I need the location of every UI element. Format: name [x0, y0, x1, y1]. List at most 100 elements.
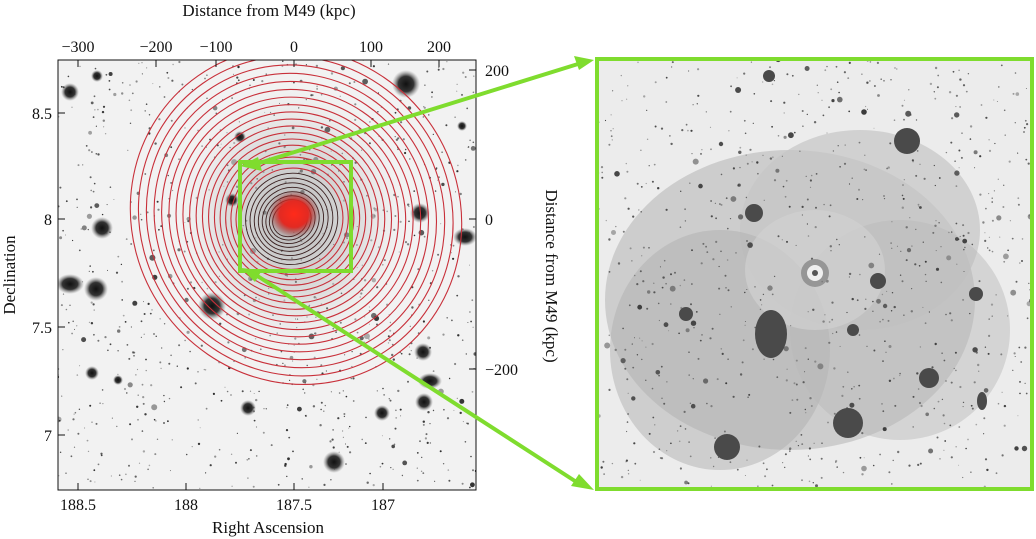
- faint-star: [363, 333, 370, 340]
- faint-star: [345, 395, 348, 398]
- faint-star: [220, 399, 223, 402]
- faint-star: [894, 404, 897, 407]
- faint-star: [767, 285, 773, 291]
- faint-star: [977, 363, 980, 367]
- faint-star: [186, 330, 190, 334]
- faint-star: [337, 417, 340, 420]
- faint-star: [928, 311, 931, 313]
- faint-star: [212, 392, 215, 395]
- faint-star: [423, 235, 426, 238]
- faint-star: [304, 415, 307, 417]
- faint-star: [949, 312, 952, 315]
- faint-star: [624, 367, 627, 370]
- faint-star: [140, 213, 142, 215]
- faint-star: [730, 196, 737, 202]
- faint-star: [732, 395, 735, 398]
- faint-star: [413, 190, 416, 192]
- faint-star: [746, 240, 748, 242]
- faint-star: [158, 228, 160, 231]
- faint-star: [167, 77, 170, 79]
- faint-star: [831, 301, 834, 304]
- faint-star: [848, 183, 851, 185]
- isophote: [245, 172, 339, 266]
- star: [457, 121, 467, 131]
- faint-star: [159, 361, 162, 364]
- faint-star: [908, 464, 911, 467]
- faint-star: [128, 464, 130, 467]
- faint-star: [640, 211, 642, 213]
- faint-star: [148, 114, 151, 116]
- faint-star: [808, 480, 811, 483]
- faint-star: [781, 239, 783, 241]
- faint-star: [905, 226, 908, 229]
- faint-star: [730, 306, 732, 308]
- faint-star: [148, 464, 151, 467]
- faint-star: [342, 436, 344, 438]
- faint-star: [627, 85, 629, 87]
- faint-star: [663, 402, 666, 405]
- faint-star: [253, 393, 255, 394]
- faint-star: [1009, 220, 1012, 222]
- faint-star: [118, 326, 121, 328]
- faint-star: [465, 353, 467, 355]
- faint-star: [113, 199, 115, 200]
- faint-star: [1021, 238, 1024, 240]
- faint-star: [346, 445, 349, 448]
- faint-star: [954, 112, 960, 118]
- faint-star: [969, 138, 972, 140]
- faint-star: [710, 485, 713, 487]
- faint-star: [973, 150, 978, 155]
- faint-star: [451, 319, 453, 322]
- faint-star: [1001, 391, 1003, 393]
- faint-star: [714, 202, 717, 204]
- faint-star: [759, 308, 762, 311]
- faint-star: [395, 138, 399, 141]
- faint-star: [428, 114, 430, 116]
- faint-star: [446, 417, 450, 420]
- faint-star: [886, 290, 888, 292]
- faint-star: [95, 422, 98, 425]
- faint-star: [872, 300, 874, 303]
- zoom-line-top: [255, 62, 579, 166]
- faint-star: [643, 95, 646, 98]
- faint-star: [956, 263, 958, 265]
- faint-star: [908, 89, 910, 91]
- faint-star: [872, 464, 875, 467]
- faint-star: [90, 101, 94, 105]
- faint-star: [835, 65, 838, 68]
- faint-star: [469, 264, 470, 266]
- faint-star: [469, 486, 471, 489]
- faint-star: [965, 447, 967, 450]
- faint-star: [400, 352, 403, 355]
- faint-star: [783, 135, 787, 139]
- faint-star: [872, 310, 874, 312]
- faint-star: [670, 142, 673, 146]
- faint-star: [949, 424, 952, 427]
- faint-star: [136, 405, 139, 408]
- faint-star: [631, 260, 633, 262]
- faint-star: [633, 442, 636, 445]
- faint-star: [626, 421, 629, 423]
- faint-star: [691, 153, 693, 155]
- faint-star: [728, 130, 730, 132]
- faint-star: [170, 182, 172, 184]
- faint-star: [419, 440, 421, 443]
- faint-star: [178, 60, 181, 64]
- faint-star: [424, 84, 426, 86]
- faint-star: [738, 214, 744, 220]
- faint-star: [60, 304, 63, 307]
- faint-star: [218, 448, 221, 451]
- faint-star: [814, 226, 817, 229]
- tick-label: 8: [44, 212, 52, 229]
- faint-star: [739, 166, 741, 169]
- faint-star: [230, 453, 233, 455]
- faint-star: [918, 401, 922, 405]
- faint-star: [304, 392, 306, 394]
- faint-star: [88, 270, 90, 272]
- faint-star: [93, 182, 96, 185]
- faint-star: [789, 411, 792, 414]
- faint-star: [90, 301, 93, 304]
- faint-star: [199, 427, 201, 429]
- faint-star: [826, 132, 828, 134]
- faint-star: [876, 61, 880, 64]
